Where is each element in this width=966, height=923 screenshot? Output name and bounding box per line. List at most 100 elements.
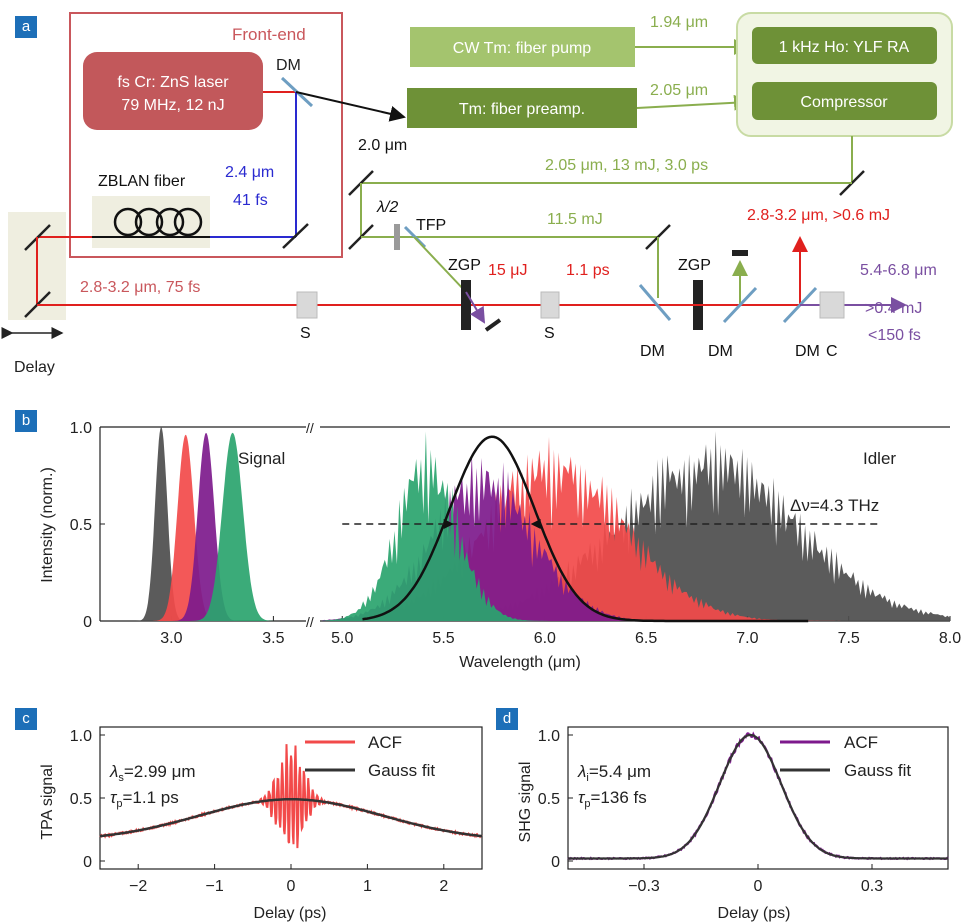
idler-red-label: 2.8-3.2 μm, >0.6 mJ <box>747 207 890 224</box>
panel-label-c: c <box>15 708 37 730</box>
cw-pump-label: CW Tm: fiber pump <box>453 40 592 57</box>
dm-mirror-1 <box>638 284 672 321</box>
zgp2-label: ZGP <box>678 257 711 274</box>
zblan-fiber-box <box>92 196 210 248</box>
d-legend: ACF Gauss fit <box>780 733 911 780</box>
wl-205-label: 2.05 μm <box>650 82 708 99</box>
b-x-tick-label: 6.5 <box>635 630 657 647</box>
zgp-crystal-1 <box>461 280 471 330</box>
spectra-chart: // // 0 0.5 1.0 3.0 3.5 5.0 5.5 6.0 6.5 7.0 7.5 8.0 S… <box>39 420 961 671</box>
spectrum-idler-4 <box>322 431 950 621</box>
c-y-tick-label: 0.5 <box>70 791 92 808</box>
compressor-box <box>752 82 937 120</box>
shg-acf-chart: 00.51.0−0.3 0 0.3 ACF Gauss fit λi=5.4 μm … <box>517 726 949 922</box>
ra-label: 1 kHz Ho: YLF RA <box>779 39 910 56</box>
dm2-label: DM <box>708 343 733 360</box>
d-y-tick-label: 0.5 <box>538 791 560 808</box>
c-legend-acf: ACF <box>368 733 402 752</box>
fwhm-arrow-right <box>530 519 541 529</box>
e115-label: 11.5 mJ <box>547 211 603 228</box>
s2-label: S <box>544 325 555 342</box>
b-y-tick-label: 0.5 <box>70 517 92 534</box>
panel-label-b: b <box>15 410 37 432</box>
c-x-tick-label: 0 <box>287 878 296 895</box>
fiber-coil-icon <box>113 207 203 237</box>
compressor-c <box>819 291 845 319</box>
zblan-label: ZBLAN fiber <box>98 173 186 190</box>
c-legend-fit: Gauss fit <box>368 761 435 780</box>
c-x-tick-label: −2 <box>129 878 147 895</box>
b-x-tick-label: 5.0 <box>331 630 353 647</box>
ra-box <box>752 27 937 64</box>
c-ylabel: TPA signal <box>39 764 56 839</box>
b-y-tick-label: 1.0 <box>70 420 92 437</box>
tpa-acf-chart: 00.51.0−2 −1 0 1 2 ACF Gauss fit λs=2.99 μm … <box>39 726 483 922</box>
preamp-box <box>407 88 637 128</box>
signal-label: Signal <box>238 449 285 468</box>
b-y-tick-label: 0 <box>83 614 92 631</box>
c-lambda-annot: λs=2.99 μm <box>109 762 196 784</box>
idler-label: Idler <box>863 449 896 468</box>
delay-label: Delay <box>14 359 55 376</box>
d-y-tick-label: 0 <box>551 854 560 871</box>
d-x-tick-label: 0.3 <box>861 878 883 895</box>
b-xlabel: Wavelength (μm) <box>459 654 581 671</box>
c-label: C <box>826 343 838 360</box>
break-bottom: // <box>306 614 314 630</box>
e15-label: 15 μJ <box>488 262 527 279</box>
d-legend-acf: ACF <box>844 733 878 752</box>
c-x-tick-label: 1 <box>363 878 372 895</box>
panel-label-a: a <box>15 16 37 38</box>
d-ylabel: SHG signal <box>517 762 534 843</box>
b-ylabel: Intensity (norm.) <box>39 467 56 583</box>
cr-zns-laser-box <box>83 52 263 130</box>
wl-194-label: 1.94 μm <box>650 14 708 31</box>
c-legend: ACF Gauss fit <box>305 733 435 780</box>
d-x-tick-label: 0 <box>754 878 763 895</box>
c-gauss-fit <box>99 798 483 838</box>
shutter-s1 <box>296 291 318 319</box>
front-end-box <box>69 12 343 258</box>
idler-gauss-fit <box>362 435 809 623</box>
c-xlabel: Delay (ps) <box>254 905 327 922</box>
wl-2um-label: 2.0 μm <box>358 137 407 154</box>
dm1-label: DM <box>640 343 665 360</box>
shutter-s2 <box>540 291 560 319</box>
blue-dur-label: 41 fs <box>233 192 268 209</box>
bandwidth-label: Δν=4.3 THz <box>790 496 879 515</box>
c-tau-annot: τp=1.1 ps <box>110 788 179 810</box>
pump-beam-label: 2.05 μm, 13 mJ, 3.0 ps <box>545 157 708 174</box>
laser-line1: fs Cr: ZnS laser <box>117 74 229 91</box>
out2-label: >0.4 mJ <box>865 300 922 317</box>
setup-schematic: Delay Front-end fs Cr: ZnS laser 79 MHz,… <box>1 12 953 376</box>
b-x-tick-label: 7.0 <box>736 630 758 647</box>
d-gauss-fit <box>568 733 948 860</box>
dm-mirror-2 <box>722 286 758 324</box>
compressor-label: Compressor <box>800 94 888 111</box>
b-x-tick-label: 7.5 <box>838 630 860 647</box>
s1-label: S <box>300 325 311 342</box>
laser-line2: 79 MHz, 12 nJ <box>121 97 224 114</box>
d-tau-annot: τp=136 fs <box>578 788 647 810</box>
front-end-label: Front-end <box>232 25 306 44</box>
dm3-label: DM <box>795 343 820 360</box>
zgp1-label: ZGP <box>448 257 481 274</box>
fwhm-arrow-left <box>443 519 454 529</box>
half-wave-plate <box>394 224 400 250</box>
t11-label: 1.1 ps <box>566 262 610 279</box>
c-x-tick-label: 2 <box>439 878 448 895</box>
b-x-tick-label: 8.0 <box>939 630 961 647</box>
c-x-tick-label: −1 <box>205 878 223 895</box>
d-lambda-annot: λi=5.4 μm <box>577 762 651 784</box>
b-x-tick-label: 3.5 <box>262 630 284 647</box>
d-legend-fit: Gauss fit <box>844 761 911 780</box>
c-y-tick-label: 0 <box>83 854 92 871</box>
out1-label: 5.4-6.8 μm <box>860 262 937 279</box>
tfp-label: TFP <box>416 217 446 234</box>
cw-pump-box <box>410 27 635 67</box>
break-top: // <box>306 420 314 436</box>
panel-label-d: d <box>496 708 518 730</box>
d-y-tick-label: 1.0 <box>538 728 560 745</box>
d-x-tick-label: −0.3 <box>628 878 660 895</box>
dm-label-frontend: DM <box>276 57 301 74</box>
